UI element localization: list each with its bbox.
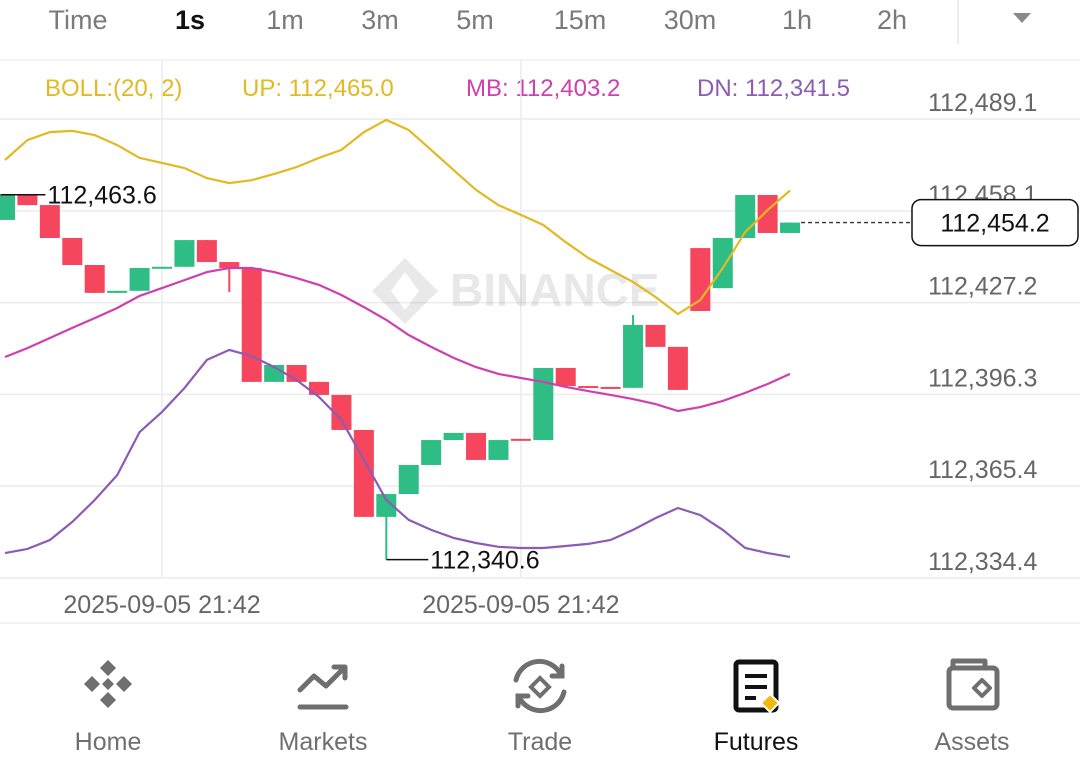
tab[interactable]: 5m xyxy=(456,5,494,35)
x-tick-label: 2025-09-05 21:42 xyxy=(63,591,260,619)
timeframe-tabs: Time 1s 1m 3m 5m 15m 30m 1h 2h xyxy=(0,0,1080,61)
watermark: BINANCE xyxy=(450,264,660,316)
candle-body xyxy=(196,240,217,263)
tab[interactable]: 15m xyxy=(554,5,607,35)
candle-body xyxy=(757,194,778,233)
tab[interactable]: 2h xyxy=(877,5,907,35)
candle-body xyxy=(129,267,150,291)
max-label: 112,463.6 xyxy=(47,182,156,210)
dropdown-toggle[interactable] xyxy=(1013,13,1031,23)
trade-icon[interactable] xyxy=(513,658,567,714)
tab[interactable]: 30m xyxy=(664,5,717,35)
tab[interactable]: 3m xyxy=(361,5,399,35)
candle-body xyxy=(533,367,554,441)
min-label: 112,340.6 xyxy=(430,547,539,575)
tab[interactable]: Time xyxy=(49,5,108,35)
indicator-up: UP: 112,465.0 xyxy=(242,75,394,102)
nav-label[interactable]: Assets xyxy=(934,728,1009,756)
indicator-mb: MB: 112,403.2 xyxy=(466,75,620,102)
last-price-box xyxy=(911,198,1079,247)
candle-body xyxy=(107,290,128,293)
candle-body xyxy=(62,238,83,266)
chart: BINANCE 112,334.4 112,365.4 112,396.3 112,4… xyxy=(0,60,1080,619)
futures-icon[interactable] xyxy=(733,659,781,714)
y-tick-label: 112,396.3 xyxy=(928,364,1037,392)
candle-body xyxy=(645,324,666,347)
candle-body xyxy=(488,440,509,460)
boll-line xyxy=(4,118,791,316)
boll-line xyxy=(4,266,791,413)
candle-body xyxy=(152,266,173,269)
candle-body xyxy=(39,205,60,239)
x-tick-label: 2025-09-05 21:42 xyxy=(422,591,619,619)
tab[interactable]: 1h xyxy=(782,5,812,35)
candle-body xyxy=(780,222,801,233)
assets-icon[interactable] xyxy=(946,658,1000,711)
candle-body xyxy=(623,324,644,388)
y-tick-label: 112,427.2 xyxy=(928,273,1037,301)
candle-body xyxy=(0,194,15,220)
candle-body xyxy=(578,386,599,389)
markets-icon[interactable] xyxy=(297,664,349,710)
candle-body xyxy=(398,464,419,495)
tab-active[interactable]: 1s xyxy=(175,5,205,35)
candle-body xyxy=(466,432,487,460)
home-icon[interactable] xyxy=(84,660,132,708)
candle-body xyxy=(421,440,442,465)
y-tick-label: 112,334.4 xyxy=(928,548,1037,576)
candle-body xyxy=(17,194,38,206)
candle-body xyxy=(600,386,621,389)
nav-label[interactable]: Trade xyxy=(508,728,572,756)
last-price-label: 112,454.2 xyxy=(940,210,1049,238)
candle-body xyxy=(331,394,352,430)
nav-label-active[interactable]: Futures xyxy=(714,728,799,756)
candle-body xyxy=(241,267,262,382)
y-tick-label: 112,365.4 xyxy=(928,456,1037,484)
candle-body xyxy=(712,238,733,289)
candle-body xyxy=(219,262,240,268)
candle-body xyxy=(84,265,105,293)
indicator-dn: DN: 112,341.5 xyxy=(697,75,850,102)
tab[interactable]: 1m xyxy=(266,5,304,35)
nav-label[interactable]: Home xyxy=(75,728,142,756)
y-tick-label: 112,489.1 xyxy=(928,89,1037,117)
indicator-name: BOLL:(20, 2) xyxy=(45,75,182,102)
candle-body xyxy=(690,248,711,311)
candle-body xyxy=(309,381,330,395)
indicator-row: BOLL:(20, 2) UP: 112,465.0 MB: 112,403.2… xyxy=(45,75,850,102)
watermark-logo xyxy=(372,258,438,324)
nav-label[interactable]: Markets xyxy=(279,728,368,756)
candle-body xyxy=(510,438,531,441)
boll-line xyxy=(4,348,791,558)
candle-body xyxy=(376,494,397,517)
candle-body xyxy=(667,346,688,390)
candle-body xyxy=(555,367,576,387)
candle-body xyxy=(443,432,464,441)
bottom-nav: Home Markets Trade Futures Assets xyxy=(75,658,1010,756)
candle-body xyxy=(174,240,195,267)
